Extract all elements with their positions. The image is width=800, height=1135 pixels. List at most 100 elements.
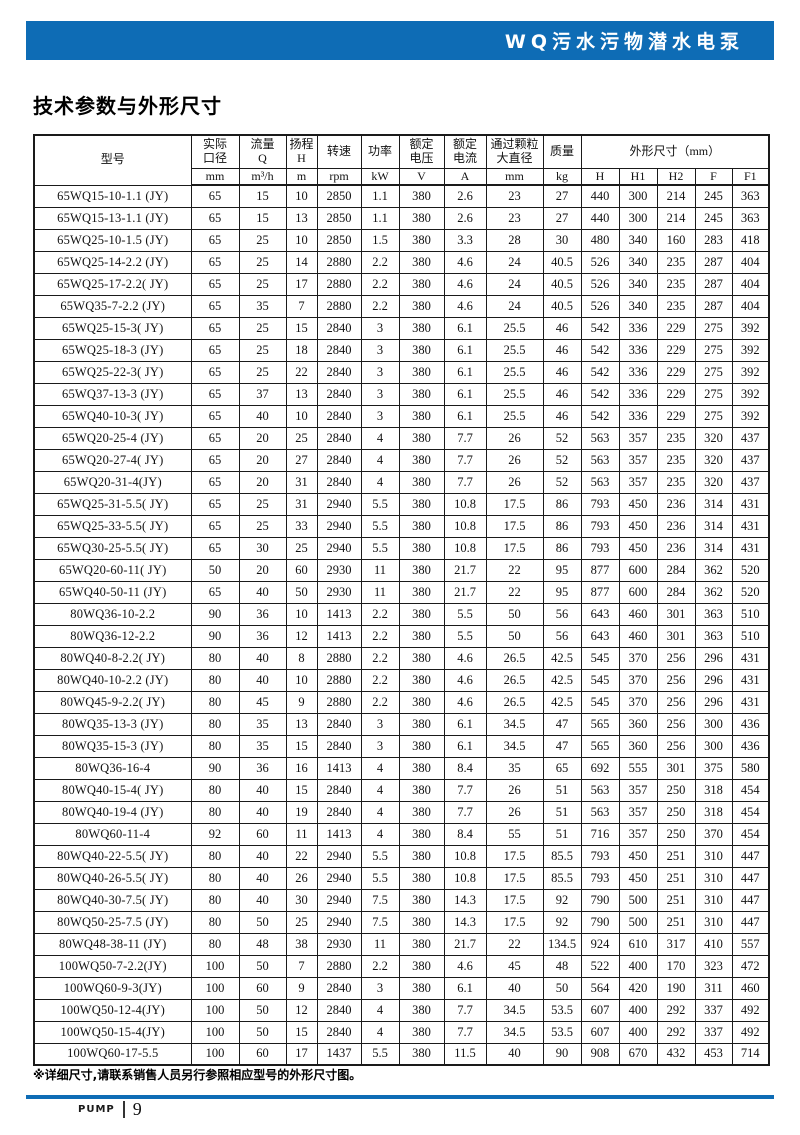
value-cell: 4 <box>360 756 400 780</box>
value-cell: 447 <box>731 910 770 934</box>
value-cell: 6.1 <box>443 382 487 406</box>
value-cell: 20 <box>238 448 287 472</box>
value-cell: 3 <box>360 382 400 406</box>
value-cell: 310 <box>694 888 733 912</box>
page-title: 技术参数与外形尺寸 <box>33 94 222 118</box>
value-cell: 380 <box>398 228 445 252</box>
value-cell: 275 <box>694 360 733 384</box>
table-row: 65WQ35-7-2.2 (JY) 65 35 7 2880 2.2 380 4.6 24 40.… <box>33 294 770 318</box>
value-cell: 318 <box>694 800 733 824</box>
value-cell: 380 <box>398 844 445 868</box>
value-cell: 360 <box>618 734 658 758</box>
value-cell: 337 <box>694 1020 733 1044</box>
value-cell: 565 <box>580 712 620 736</box>
value-cell: 610 <box>618 932 658 956</box>
model-cell: 80WQ40-30-7.5( JY) <box>33 888 192 912</box>
value-cell: 4.6 <box>443 250 487 274</box>
value-cell: 492 <box>731 998 770 1022</box>
value-cell: 500 <box>618 910 658 934</box>
value-cell: 4.6 <box>443 954 487 978</box>
value-cell: 323 <box>694 954 733 978</box>
value-cell: 431 <box>731 492 770 516</box>
value-cell: 22 <box>285 844 318 868</box>
value-cell: 714 <box>731 1042 770 1066</box>
value-cell: 15 <box>285 734 318 758</box>
value-cell: 380 <box>398 888 445 912</box>
value-cell: 37 <box>238 382 287 406</box>
value-cell: 275 <box>694 404 733 428</box>
value-cell: 256 <box>656 712 696 736</box>
col-header-voltage: 额定 电压 <box>398 134 445 169</box>
value-cell: 454 <box>731 800 770 824</box>
value-cell: 17.5 <box>485 536 544 560</box>
value-cell: 7.7 <box>443 448 487 472</box>
value-cell: 431 <box>731 514 770 538</box>
value-cell: 256 <box>656 668 696 692</box>
value-cell: 13 <box>285 206 318 230</box>
value-cell: 40 <box>238 778 287 802</box>
value-cell: 2.6 <box>443 206 487 230</box>
value-cell: 40 <box>238 800 287 824</box>
value-cell: 6.1 <box>443 404 487 428</box>
value-cell: 65 <box>190 470 240 494</box>
model-cell: 65WQ25-31-5.5( JY) <box>33 492 192 516</box>
value-cell: 50 <box>238 910 287 934</box>
table-body: 65WQ15-10-1.1 (JY) 65 15 10 2850 1.1 380 2.6 23 2… <box>33 184 770 1066</box>
model-cell: 65WQ25-33-5.5( JY) <box>33 514 192 538</box>
value-cell: 65 <box>190 580 240 604</box>
value-cell: 25 <box>238 228 287 252</box>
value-cell: 460 <box>618 624 658 648</box>
table-row: 100WQ50-7-2.2(JY) 100 50 7 2880 2.2 380 4.6 45 48… <box>33 954 770 978</box>
value-cell: 80 <box>190 888 240 912</box>
value-cell: 2840 <box>316 470 362 494</box>
value-cell: 380 <box>398 1020 445 1044</box>
value-cell: 36 <box>238 602 287 626</box>
value-cell: 236 <box>656 492 696 516</box>
value-cell: 65 <box>190 184 240 208</box>
value-cell: 23 <box>485 184 544 208</box>
value-cell: 7.7 <box>443 470 487 494</box>
value-cell: 85.5 <box>542 844 582 868</box>
table-row: 80WQ45-9-2.2( JY) 80 45 9 2880 2.2 380 4.6 26.5 4… <box>33 690 770 714</box>
value-cell: 565 <box>580 734 620 758</box>
value-cell: 2880 <box>316 646 362 670</box>
value-cell: 36 <box>238 756 287 780</box>
value-cell: 437 <box>731 448 770 472</box>
value-cell: 25 <box>238 514 287 538</box>
value-cell: 2880 <box>316 294 362 318</box>
value-cell: 90 <box>542 1042 582 1066</box>
model-cell: 80WQ60-11-4 <box>33 822 192 846</box>
value-cell: 3 <box>360 712 400 736</box>
value-cell: 214 <box>656 184 696 208</box>
value-cell: 1413 <box>316 822 362 846</box>
value-cell: 410 <box>694 932 733 956</box>
value-cell: 10 <box>285 404 318 428</box>
value-cell: 20 <box>238 426 287 450</box>
value-cell: 90 <box>190 602 240 626</box>
value-cell: 86 <box>542 536 582 560</box>
value-cell: 10 <box>285 602 318 626</box>
table-row: 80WQ40-19-4 (JY) 80 40 19 2840 4 380 7.7 26 51 563… <box>33 800 770 824</box>
value-cell: 235 <box>656 272 696 296</box>
value-cell: 380 <box>398 316 445 340</box>
model-cell: 65WQ25-17-2.2( JY) <box>33 272 192 296</box>
value-cell: 380 <box>398 756 445 780</box>
value-cell: 10 <box>285 228 318 252</box>
value-cell: 580 <box>731 756 770 780</box>
value-cell: 404 <box>731 294 770 318</box>
value-cell: 10 <box>285 668 318 692</box>
value-cell: 357 <box>618 822 658 846</box>
value-cell: 300 <box>694 734 733 758</box>
model-cell: 80WQ40-15-4( JY) <box>33 778 192 802</box>
value-cell: 404 <box>731 250 770 274</box>
value-cell: 380 <box>398 250 445 274</box>
model-cell: 80WQ40-8-2.2( JY) <box>33 646 192 670</box>
value-cell: 2.2 <box>360 294 400 318</box>
value-cell: 380 <box>398 338 445 362</box>
value-cell: 80 <box>190 778 240 802</box>
value-cell: 380 <box>398 448 445 472</box>
value-cell: 25.5 <box>485 382 544 406</box>
table-row: 80WQ36-10-2.2 90 36 10 1413 2.2 380 5.5 50 56 643 4… <box>33 602 770 626</box>
value-cell: 25 <box>238 338 287 362</box>
value-cell: 53.5 <box>542 998 582 1022</box>
